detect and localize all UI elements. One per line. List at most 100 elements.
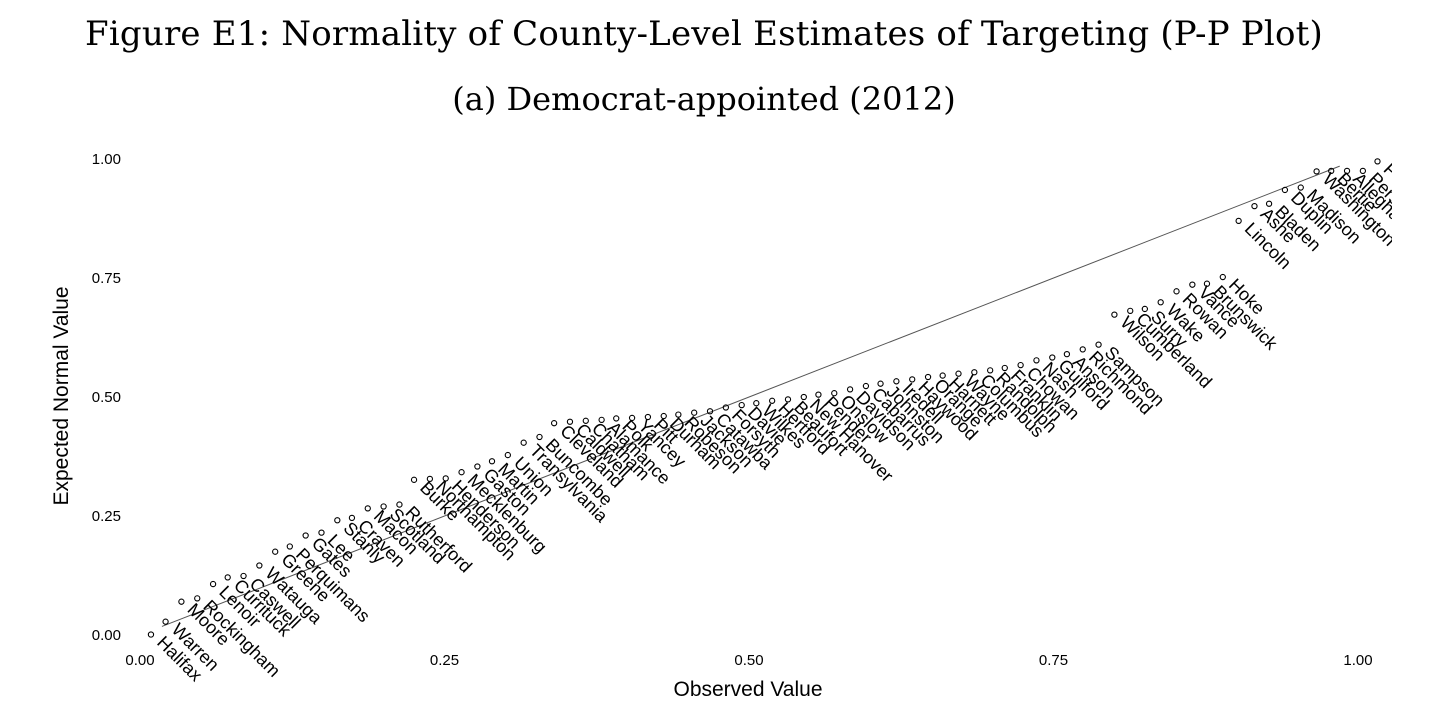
data-point <box>458 469 465 476</box>
y-tick-label: 1.00 <box>92 151 121 168</box>
data-point <box>1157 299 1164 306</box>
data-point <box>893 378 900 385</box>
data-point <box>318 529 325 536</box>
data-point <box>209 580 217 588</box>
data-point <box>613 415 620 422</box>
data-point <box>1049 354 1056 361</box>
x-tick-label: 0.25 <box>430 652 459 669</box>
data-point <box>364 505 371 512</box>
data-point <box>628 414 636 422</box>
data-point <box>1251 202 1258 210</box>
data-point <box>987 367 994 374</box>
data-point <box>675 411 682 418</box>
data-point <box>1281 186 1289 194</box>
data-point <box>520 439 527 446</box>
data-point <box>194 595 201 602</box>
data-point <box>598 416 605 423</box>
y-tick-label: 0.75 <box>92 270 121 287</box>
data-point <box>877 380 884 387</box>
data-point <box>784 396 792 403</box>
data-point <box>706 408 714 415</box>
data-point <box>286 543 293 550</box>
data-point <box>909 376 916 383</box>
data-point <box>410 476 418 483</box>
data-point <box>334 517 341 524</box>
data-point <box>302 532 309 539</box>
data-point <box>753 400 760 407</box>
data-point <box>178 598 185 605</box>
data-point <box>971 369 978 376</box>
data-point <box>924 373 932 381</box>
data-point <box>1141 305 1148 313</box>
data-point <box>426 475 434 483</box>
data-point <box>536 433 543 441</box>
data-point <box>846 386 854 393</box>
data-point <box>1127 307 1134 314</box>
data-point <box>1297 184 1304 191</box>
data-point <box>348 514 356 522</box>
x-axis-ticks: 0.00 0.25 0.50 0.75 1.00 <box>125 652 1372 669</box>
data-point <box>566 418 574 425</box>
data-point <box>939 372 946 379</box>
panel-subtitle: (a) Democrat-appointed (2012) <box>452 80 956 118</box>
data-point <box>1328 167 1335 175</box>
data-point <box>1203 280 1211 287</box>
data-point <box>831 390 838 397</box>
data-point <box>240 572 247 580</box>
point-labels: HalifaxWarrenMooreRockinghamLenoirCurrit… <box>153 159 1392 685</box>
data-point <box>1173 288 1180 295</box>
data-point <box>1235 217 1242 225</box>
data-point <box>644 413 652 421</box>
data-points <box>147 158 1381 638</box>
data-point <box>162 618 169 625</box>
data-point <box>862 382 870 390</box>
x-tick-label: 0.50 <box>734 652 763 669</box>
x-tick-label: 0.00 <box>125 652 154 669</box>
data-point <box>396 501 403 508</box>
data-point <box>442 475 449 482</box>
data-point <box>722 404 730 411</box>
data-point <box>474 463 481 470</box>
y-axis-ticks: 0.00 0.25 0.50 0.75 1.00 <box>92 151 121 644</box>
data-point <box>582 417 589 424</box>
data-point <box>504 451 511 459</box>
data-point <box>224 574 231 581</box>
y-tick-label: 0.00 <box>92 627 121 644</box>
data-point <box>380 503 387 510</box>
x-tick-label: 1.00 <box>1343 652 1372 669</box>
data-point <box>955 370 962 377</box>
data-point <box>691 409 698 416</box>
data-point <box>660 412 667 420</box>
data-point <box>738 401 745 409</box>
data-point <box>1033 357 1040 364</box>
data-point <box>1095 341 1102 348</box>
data-point <box>1374 158 1381 165</box>
data-point <box>1359 167 1367 175</box>
data-point <box>800 393 807 401</box>
data-point <box>1343 167 1351 175</box>
data-point <box>147 631 155 638</box>
y-axis-label: Expected Normal Value <box>50 286 73 505</box>
data-point <box>815 391 822 398</box>
figure-title: Figure E1: Normality of County-Level Est… <box>85 14 1323 54</box>
x-tick-label: 0.75 <box>1039 652 1068 669</box>
data-point <box>1189 281 1196 288</box>
data-point <box>1219 273 1226 281</box>
data-point <box>1265 200 1273 207</box>
reference-diagonal-line <box>161 165 1340 627</box>
data-point <box>550 420 558 427</box>
y-tick-label: 0.25 <box>92 508 121 525</box>
data-point <box>488 458 496 465</box>
data-point <box>1079 346 1086 353</box>
data-point <box>1313 168 1320 175</box>
data-point <box>256 562 263 569</box>
data-point <box>1017 361 1024 369</box>
data-point <box>1001 364 1008 372</box>
x-axis-label: Observed Value <box>673 678 822 701</box>
data-point <box>1063 351 1071 358</box>
data-point <box>768 397 776 404</box>
data-point <box>1111 311 1118 318</box>
y-tick-label: 0.50 <box>92 389 121 406</box>
data-point <box>272 548 279 555</box>
